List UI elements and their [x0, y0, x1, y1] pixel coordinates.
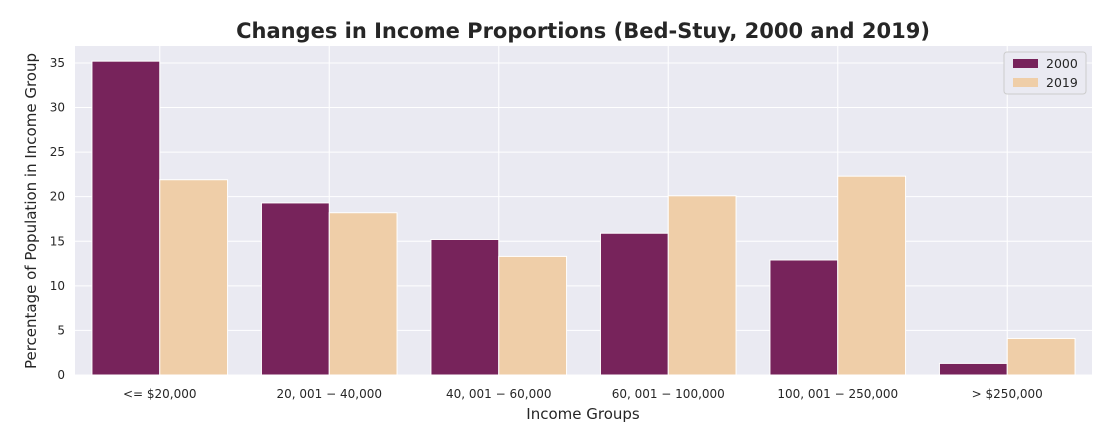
y-tick-label: 35: [50, 56, 65, 70]
bar-2019-0: [159, 179, 229, 376]
bar-2000-1: [260, 202, 330, 376]
y-tick-label: 30: [50, 101, 65, 115]
bar-2019-2: [498, 255, 568, 376]
x-tick-label: <= $20,000: [123, 387, 197, 401]
y-tick-label: 5: [57, 323, 65, 337]
x-tick-label: 100, 001 − 250,000: [777, 387, 898, 401]
legend-label-2019: 2019: [1046, 75, 1078, 90]
y-axis-label: Percentage of Population in Income Group: [22, 53, 40, 369]
plot-area: [75, 46, 1092, 375]
y-tick-label: 10: [50, 279, 65, 293]
y-tick-label: 20: [50, 190, 65, 204]
bar-2000-0: [91, 60, 161, 376]
chart-title: Changes in Income Proportions (Bed-Stuy,…: [236, 19, 930, 43]
legend-swatch-2000: [1013, 59, 1038, 68]
bar-2019-3: [667, 195, 737, 376]
x-tick-label: 60, 001 − 100,000: [612, 387, 725, 401]
bar-2000-4: [769, 259, 839, 376]
bars: [91, 60, 1076, 376]
x-axis: <= $20,000 20, 001 − 40,000 40, 001 − 60,0…: [123, 387, 1043, 401]
y-tick-label: 15: [50, 234, 65, 248]
bar-2000-3: [599, 232, 669, 376]
x-tick-label: 40, 001 − 60,000: [446, 387, 551, 401]
legend-swatch-2019: [1013, 78, 1038, 87]
legend-label-2000: 2000: [1046, 56, 1078, 71]
y-axis: 0 5 10 15 20 25 30 35: [50, 56, 65, 382]
bar-2000-5: [938, 362, 1008, 376]
y-tick-label: 25: [50, 145, 65, 159]
y-tick-label: 0: [57, 368, 65, 382]
x-axis-label: Income Groups: [526, 405, 640, 423]
bar-2000-2: [430, 238, 500, 376]
x-tick-label: 20, 001 − 40,000: [277, 387, 382, 401]
legend: 2000 2019: [1003, 51, 1087, 95]
x-tick-label: > $250,000: [972, 387, 1043, 401]
bar-2019-4: [837, 175, 907, 376]
bar-2019-1: [328, 212, 398, 376]
bar-2019-5: [1006, 337, 1076, 376]
